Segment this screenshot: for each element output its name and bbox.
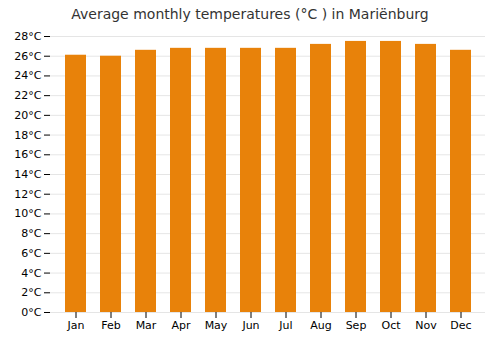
svg-text:4°C: 4°C — [21, 267, 41, 280]
svg-text:Aug: Aug — [310, 319, 331, 332]
svg-text:20°C: 20°C — [14, 109, 41, 122]
svg-text:Oct: Oct — [381, 319, 401, 332]
svg-text:18°C: 18°C — [14, 129, 41, 142]
html-text:Average monthly temperatures (: Average monthly temperatures (°C ) in Ma… — [71, 6, 429, 22]
svg-text:16°C: 16°C — [14, 148, 41, 161]
svg-text:Sep: Sep — [346, 319, 367, 332]
svg-text:26°C: 26°C — [14, 50, 41, 63]
svg-text:12°C: 12°C — [14, 188, 41, 201]
svg-text:Dec: Dec — [450, 319, 471, 332]
svg-text:28°C: 28°C — [14, 30, 41, 43]
svg-text:Mar: Mar — [136, 319, 157, 332]
svg-text:0°C: 0°C — [21, 306, 41, 319]
svg-text:2°C: 2°C — [21, 286, 41, 299]
svg-text:22°C: 22°C — [14, 89, 41, 102]
svg-text:10°C: 10°C — [14, 207, 41, 220]
svg-text:Jul: Jul — [278, 319, 292, 332]
svg-text:Nov: Nov — [415, 319, 437, 332]
svg-text:Jun: Jun — [241, 319, 259, 332]
svg-text:Jan: Jan — [67, 319, 85, 332]
svg-text:Feb: Feb — [101, 319, 120, 332]
svg-text:24°C: 24°C — [14, 69, 41, 82]
svg-text:14°C: 14°C — [14, 168, 41, 181]
svg-text:Apr: Apr — [171, 319, 191, 332]
svg-text:8°C: 8°C — [21, 227, 41, 240]
svg-text:May: May — [205, 319, 228, 332]
svg-text:6°C: 6°C — [21, 247, 41, 260]
